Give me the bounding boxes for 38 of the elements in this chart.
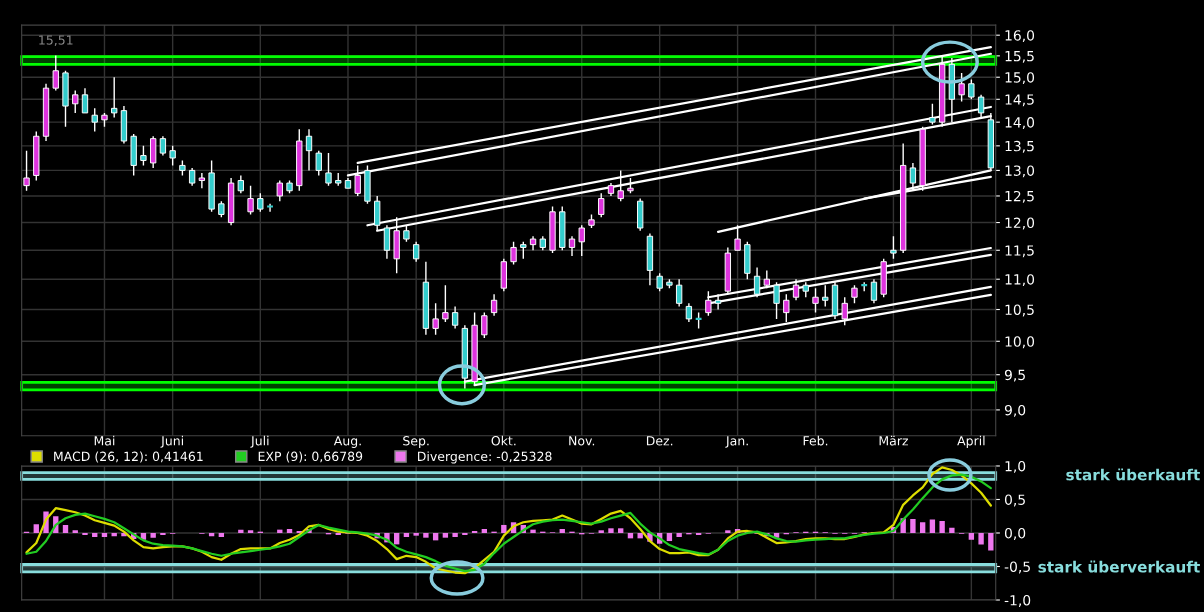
y-tick-label: -1,0	[1004, 594, 1031, 607]
y-tick-label: 10,0	[1005, 336, 1035, 349]
y-tick-label: 1,0	[1005, 460, 1026, 473]
y-tick-label: 13,5	[1005, 140, 1034, 153]
y-tick-label: -0,5	[1004, 561, 1030, 574]
y-tick-label: 0,0	[1004, 527, 1026, 540]
annotation: 15,51	[39, 35, 73, 46]
band-label: stark überkauft	[1066, 468, 1200, 481]
y-tick-label: 13,0	[1005, 165, 1035, 178]
band-label: stark überverkauft	[1038, 560, 1200, 573]
x-tick-label: Jan.	[725, 436, 748, 448]
y-tick-label: 15,5	[1005, 51, 1034, 63]
x-tick-label: Okt.	[491, 435, 516, 446]
x-tick-label: Aug.	[333, 436, 361, 448]
y-tick-label: 10,5	[1005, 304, 1034, 317]
x-tick-label: Juli	[250, 435, 269, 448]
y-tick-label: 0,5	[1004, 494, 1025, 507]
x-tick-label: Sep.	[403, 436, 429, 448]
y-tick-label: 9,0	[1004, 404, 1026, 417]
y-tick-label: 14,0	[1005, 117, 1035, 130]
y-tick-label: 15,0	[1005, 72, 1035, 85]
x-tick-label: Nov.	[569, 436, 595, 446]
x-tick-label: Mai	[94, 435, 115, 446]
legend-label: Divergence: -0,25328	[418, 451, 552, 464]
x-tick-label: April	[957, 435, 985, 448]
x-tick-label: Feb.	[803, 435, 828, 446]
y-tick-label: 16,0	[1005, 30, 1035, 43]
y-tick-label: 9,5	[1004, 369, 1025, 382]
y-tick-label: 12,5	[1005, 190, 1034, 203]
x-tick-label: Dez.	[646, 436, 673, 446]
legend-label: EXP (9): 0,66789	[258, 451, 363, 463]
y-tick-label: 12,0	[1005, 217, 1035, 230]
y-tick-label: 11,0	[1005, 274, 1035, 287]
legend-label: MACD (26, 12): 0,41461	[54, 451, 203, 463]
x-tick-label: Juni	[160, 435, 183, 448]
x-tick-label: März	[879, 435, 908, 446]
y-tick-label: 14,5	[1005, 94, 1034, 107]
y-tick-label: 11,5	[1005, 245, 1034, 258]
